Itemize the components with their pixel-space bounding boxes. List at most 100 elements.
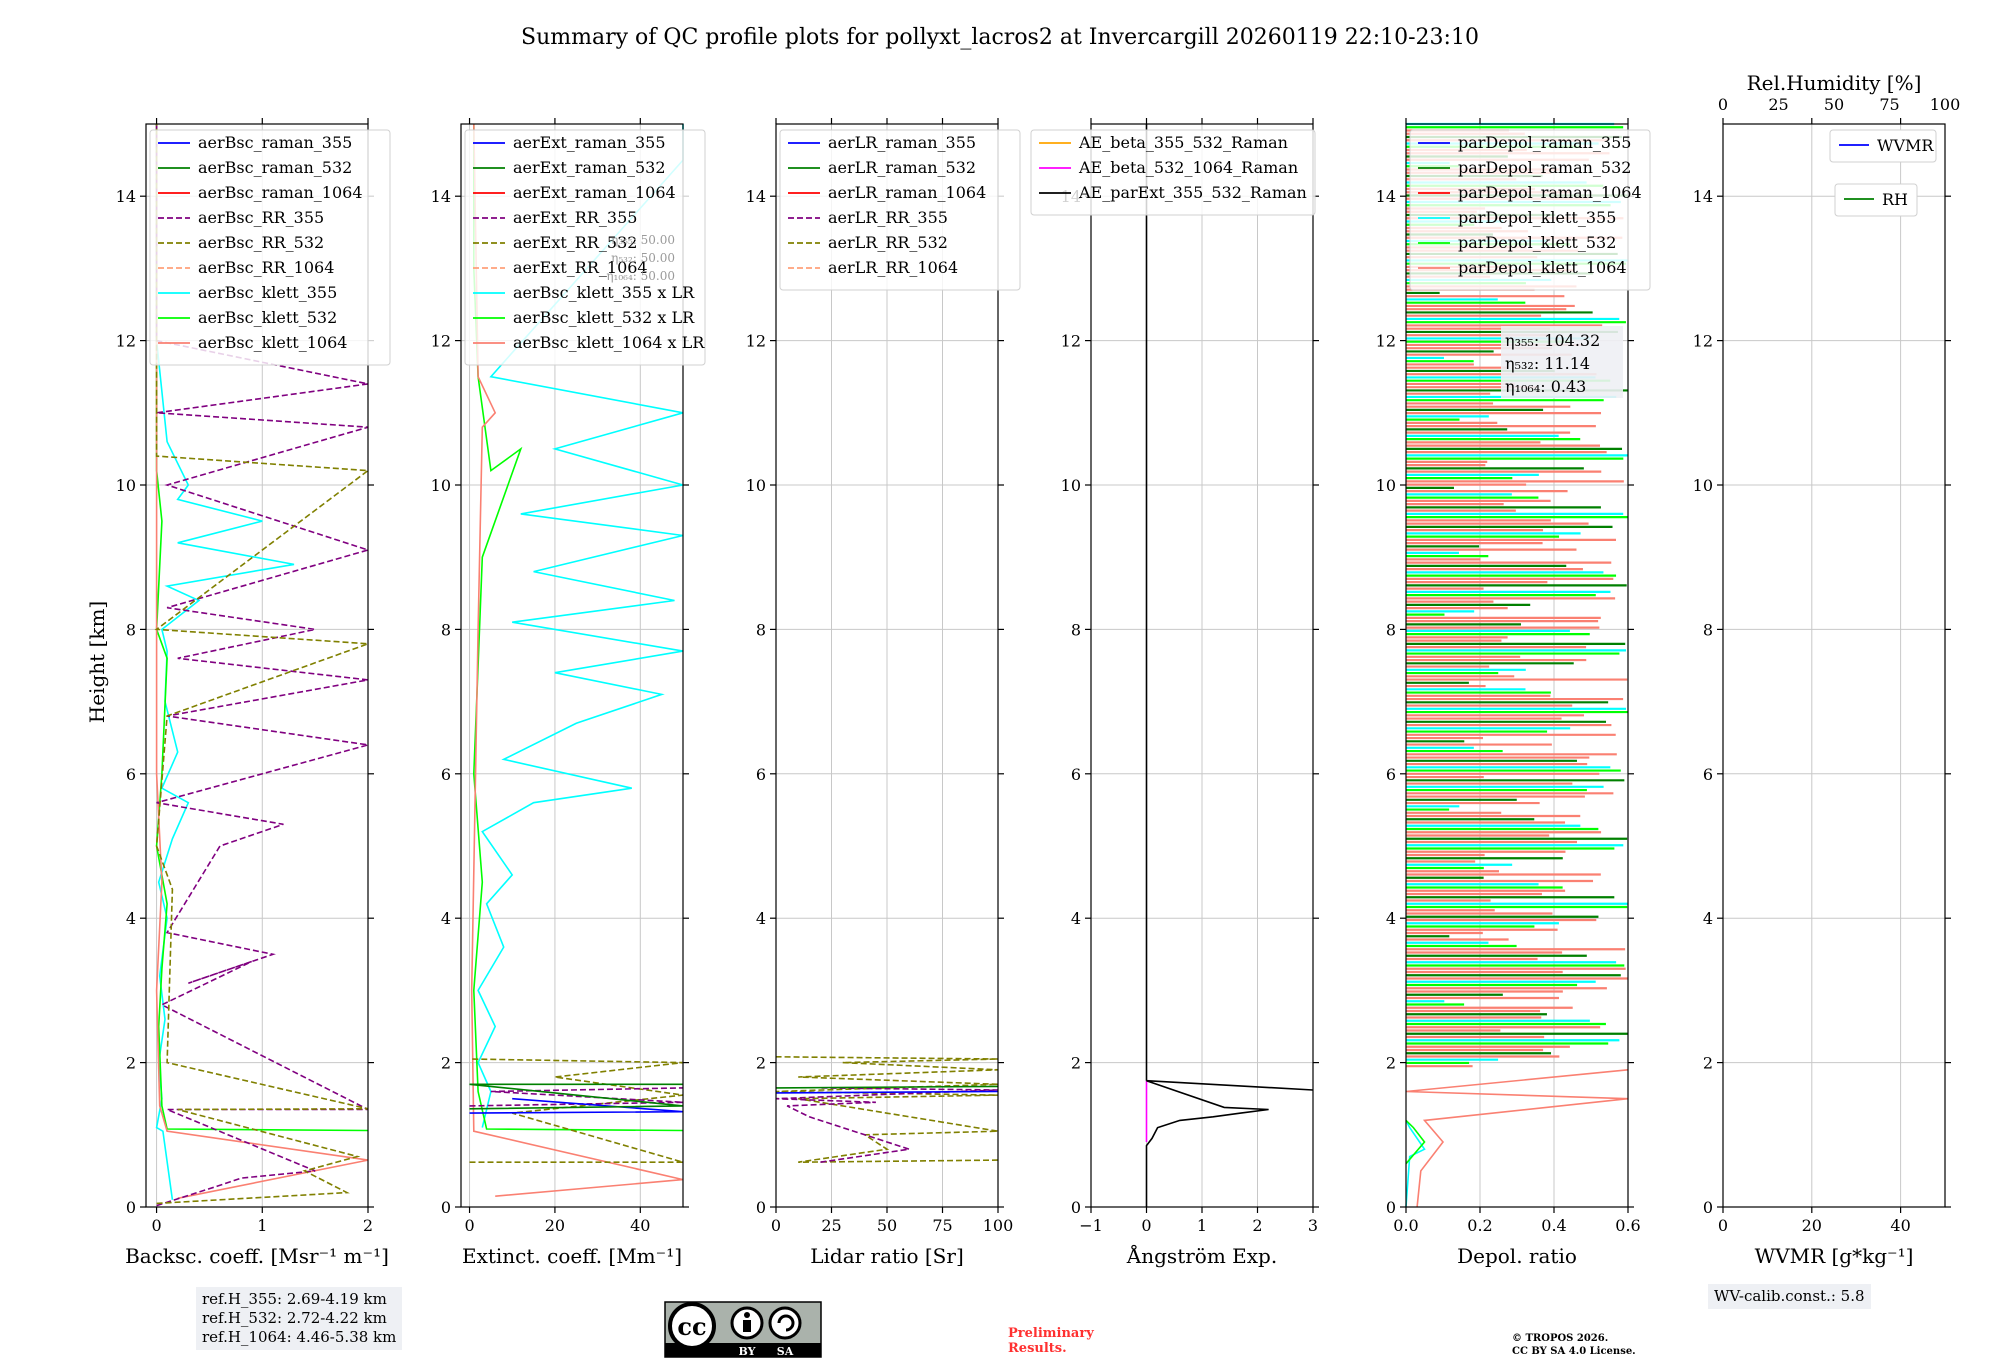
series-line-pardepol-klett-1064 [1405,1069,1629,1208]
y-tick-label: 2 [126,1054,136,1073]
cc-icon [668,1302,716,1350]
y-tick-label: 14 [431,187,451,206]
y-tick-label: 8 [756,620,766,639]
legend-wvmr: WVMR [1829,129,1937,163]
copyright-line-1: © TROPOS 2026. [1512,1333,1608,1344]
y-tick-label: 4 [756,909,766,928]
x-tick-label: 0 [1141,1216,1151,1235]
x-tick-label: 20 [545,1216,565,1235]
legend-label: parDepol_raman_532 [1458,158,1631,177]
sa-label: SA [777,1345,794,1358]
y-tick-label: 0 [756,1198,766,1217]
sa-icon-arrow [777,1314,795,1332]
y-tick-label: 8 [441,620,451,639]
y-tick-label: 8 [1703,620,1713,639]
legend-label: aerExt_RR_532 [513,233,637,252]
legend-label: AE_beta_532_1064_Raman [1078,158,1298,177]
legend-label: aerLR_RR_1064 [828,258,958,277]
legend-label: aerBsc_raman_1064 [198,183,363,202]
y-tick-label: 14 [746,187,766,206]
legend-label: aerBsc_RR_1064 [198,258,334,277]
x-tick-label: 75 [932,1216,952,1235]
legend: AE_beta_355_532_Raman AE_beta_532_1064_Ra… [1030,129,1316,216]
lidar-ratio-label: η₁₀₆₄: 50.00 [606,269,675,283]
x-axis-label: Backsc. coeff. [Msr⁻¹ m⁻¹] [125,1244,389,1268]
y-tick-label: 6 [1386,765,1396,784]
by-icon-head [744,1312,750,1318]
preliminary-line-1: Preliminary [1008,1326,1094,1341]
x-axis-label: Extinct. coeff. [Mm⁻¹] [462,1244,682,1268]
y-tick-label: 8 [1071,620,1081,639]
legend-label: aerLR_raman_355 [828,133,976,152]
series-line-aerext-raman-532 [469,1083,684,1110]
legend-label: aerLR_RR_532 [828,233,948,252]
y-tick-label: 6 [441,765,451,784]
legend-label: aerBsc_klett_532 x LR [513,308,695,327]
x-tick-label: 40 [630,1216,650,1235]
eta-label: η₁₀₆₄: 0.43 [1505,377,1586,396]
ref-height-532: ref.H_532: 2.72-4.22 km [202,1309,387,1327]
ref-height-1064: ref.H_1064: 4.46-5.38 km [202,1328,397,1346]
y-tick-label: 14 [116,187,136,206]
series-line-aerbsc-rr-532 [154,124,371,1205]
legend-box [1409,129,1651,291]
panel-extinction: 0 2 4 6 8 10 12 14 0 20 40 Extinct. coeff. [Mm⁻¹] ae… [431,118,706,1268]
legend-label: aerBsc_klett_532 [198,308,337,327]
top-tick-label: 100 [1930,95,1961,114]
chart-title: Summary of QC profile plots for pollyxt_… [521,25,1479,50]
x-tick-label: −1 [1079,1216,1103,1235]
y-tick-label: 6 [126,765,136,784]
legend-box [149,129,391,366]
y-tick-label: 2 [756,1054,766,1073]
top-tick-label: 0 [1718,95,1728,114]
legend-label: aerExt_RR_355 [513,208,637,227]
y-tick-label: 10 [116,476,136,495]
y-tick-label: 2 [1071,1054,1081,1073]
copyright-line-2: CC BY SA 4.0 License. [1512,1346,1636,1357]
series-line-aerbsc-klett-355-x-lr [477,124,684,1128]
legend-label: aerBsc_klett_1064 [198,333,347,352]
legend-label: parDepol_klett_1064 [1458,258,1627,277]
y-tick-label: 10 [746,476,766,495]
x-tick-label: 50 [877,1216,897,1235]
legend-label: aerLR_raman_532 [828,158,976,177]
legend-label: aerBsc_RR_355 [198,208,324,227]
legend-label: AE_parExt_355_532_Raman [1078,183,1307,202]
x-tick-label: 0.2 [1467,1216,1492,1235]
preliminary-line-2: Results. [1008,1341,1067,1356]
reference-heights-box: ref.H_355: 2.69-4.19 km ref.H_532: 2.72-… [196,1287,403,1350]
x-axis-label: Lidar ratio [Sr] [810,1244,964,1268]
series-line-aerlr-raman-532 [775,1085,999,1089]
x-tick-label: 20 [1802,1216,1822,1235]
legend-box [1834,183,1918,217]
legend-label: parDepol_klett_532 [1458,233,1616,252]
legend-box [779,129,1021,291]
legend-label: AE_beta_355_532_Raman [1078,133,1288,152]
panel-depol: 0 2 4 6 8 10 12 14 0.0 0.2 0.4 0.6 Depol. ratio parDe… [1376,118,1651,1268]
wv-calibration-box: WV-calib.const.: 5.8 [1708,1284,1871,1309]
legend-label: WVMR [1877,136,1934,155]
axes-frame [460,123,684,1208]
legend-label: parDepol_raman_1064 [1458,183,1642,202]
legend-label: aerBsc_RR_532 [198,233,324,252]
y-tick-label: 0 [441,1198,451,1217]
y-tick-label: 14 [1376,187,1396,206]
sa-icon [768,1306,802,1340]
cc-license-badge: cc BY SA [664,1301,822,1358]
y-tick-label: 12 [746,332,766,351]
eta-label: η₅₃₂: 11.14 [1505,354,1590,373]
legend-label: parDepol_raman_355 [1458,133,1631,152]
x-tick-label: 0 [464,1216,474,1235]
y-tick-label: 6 [756,765,766,784]
y-tick-label: 12 [1061,332,1081,351]
x-tick-label: 25 [821,1216,841,1235]
y-tick-label: 12 [1693,332,1713,351]
legend-label: aerBsc_klett_355 x LR [513,283,695,302]
axes-frame [1405,123,1629,1208]
y-tick-label: 14 [1693,187,1713,206]
x-tick-label: 100 [983,1216,1014,1235]
y-axis-label: Height [km] [85,601,109,723]
x-tick-label: 0.6 [1615,1216,1640,1235]
top-tick-label: 75 [1879,95,1899,114]
